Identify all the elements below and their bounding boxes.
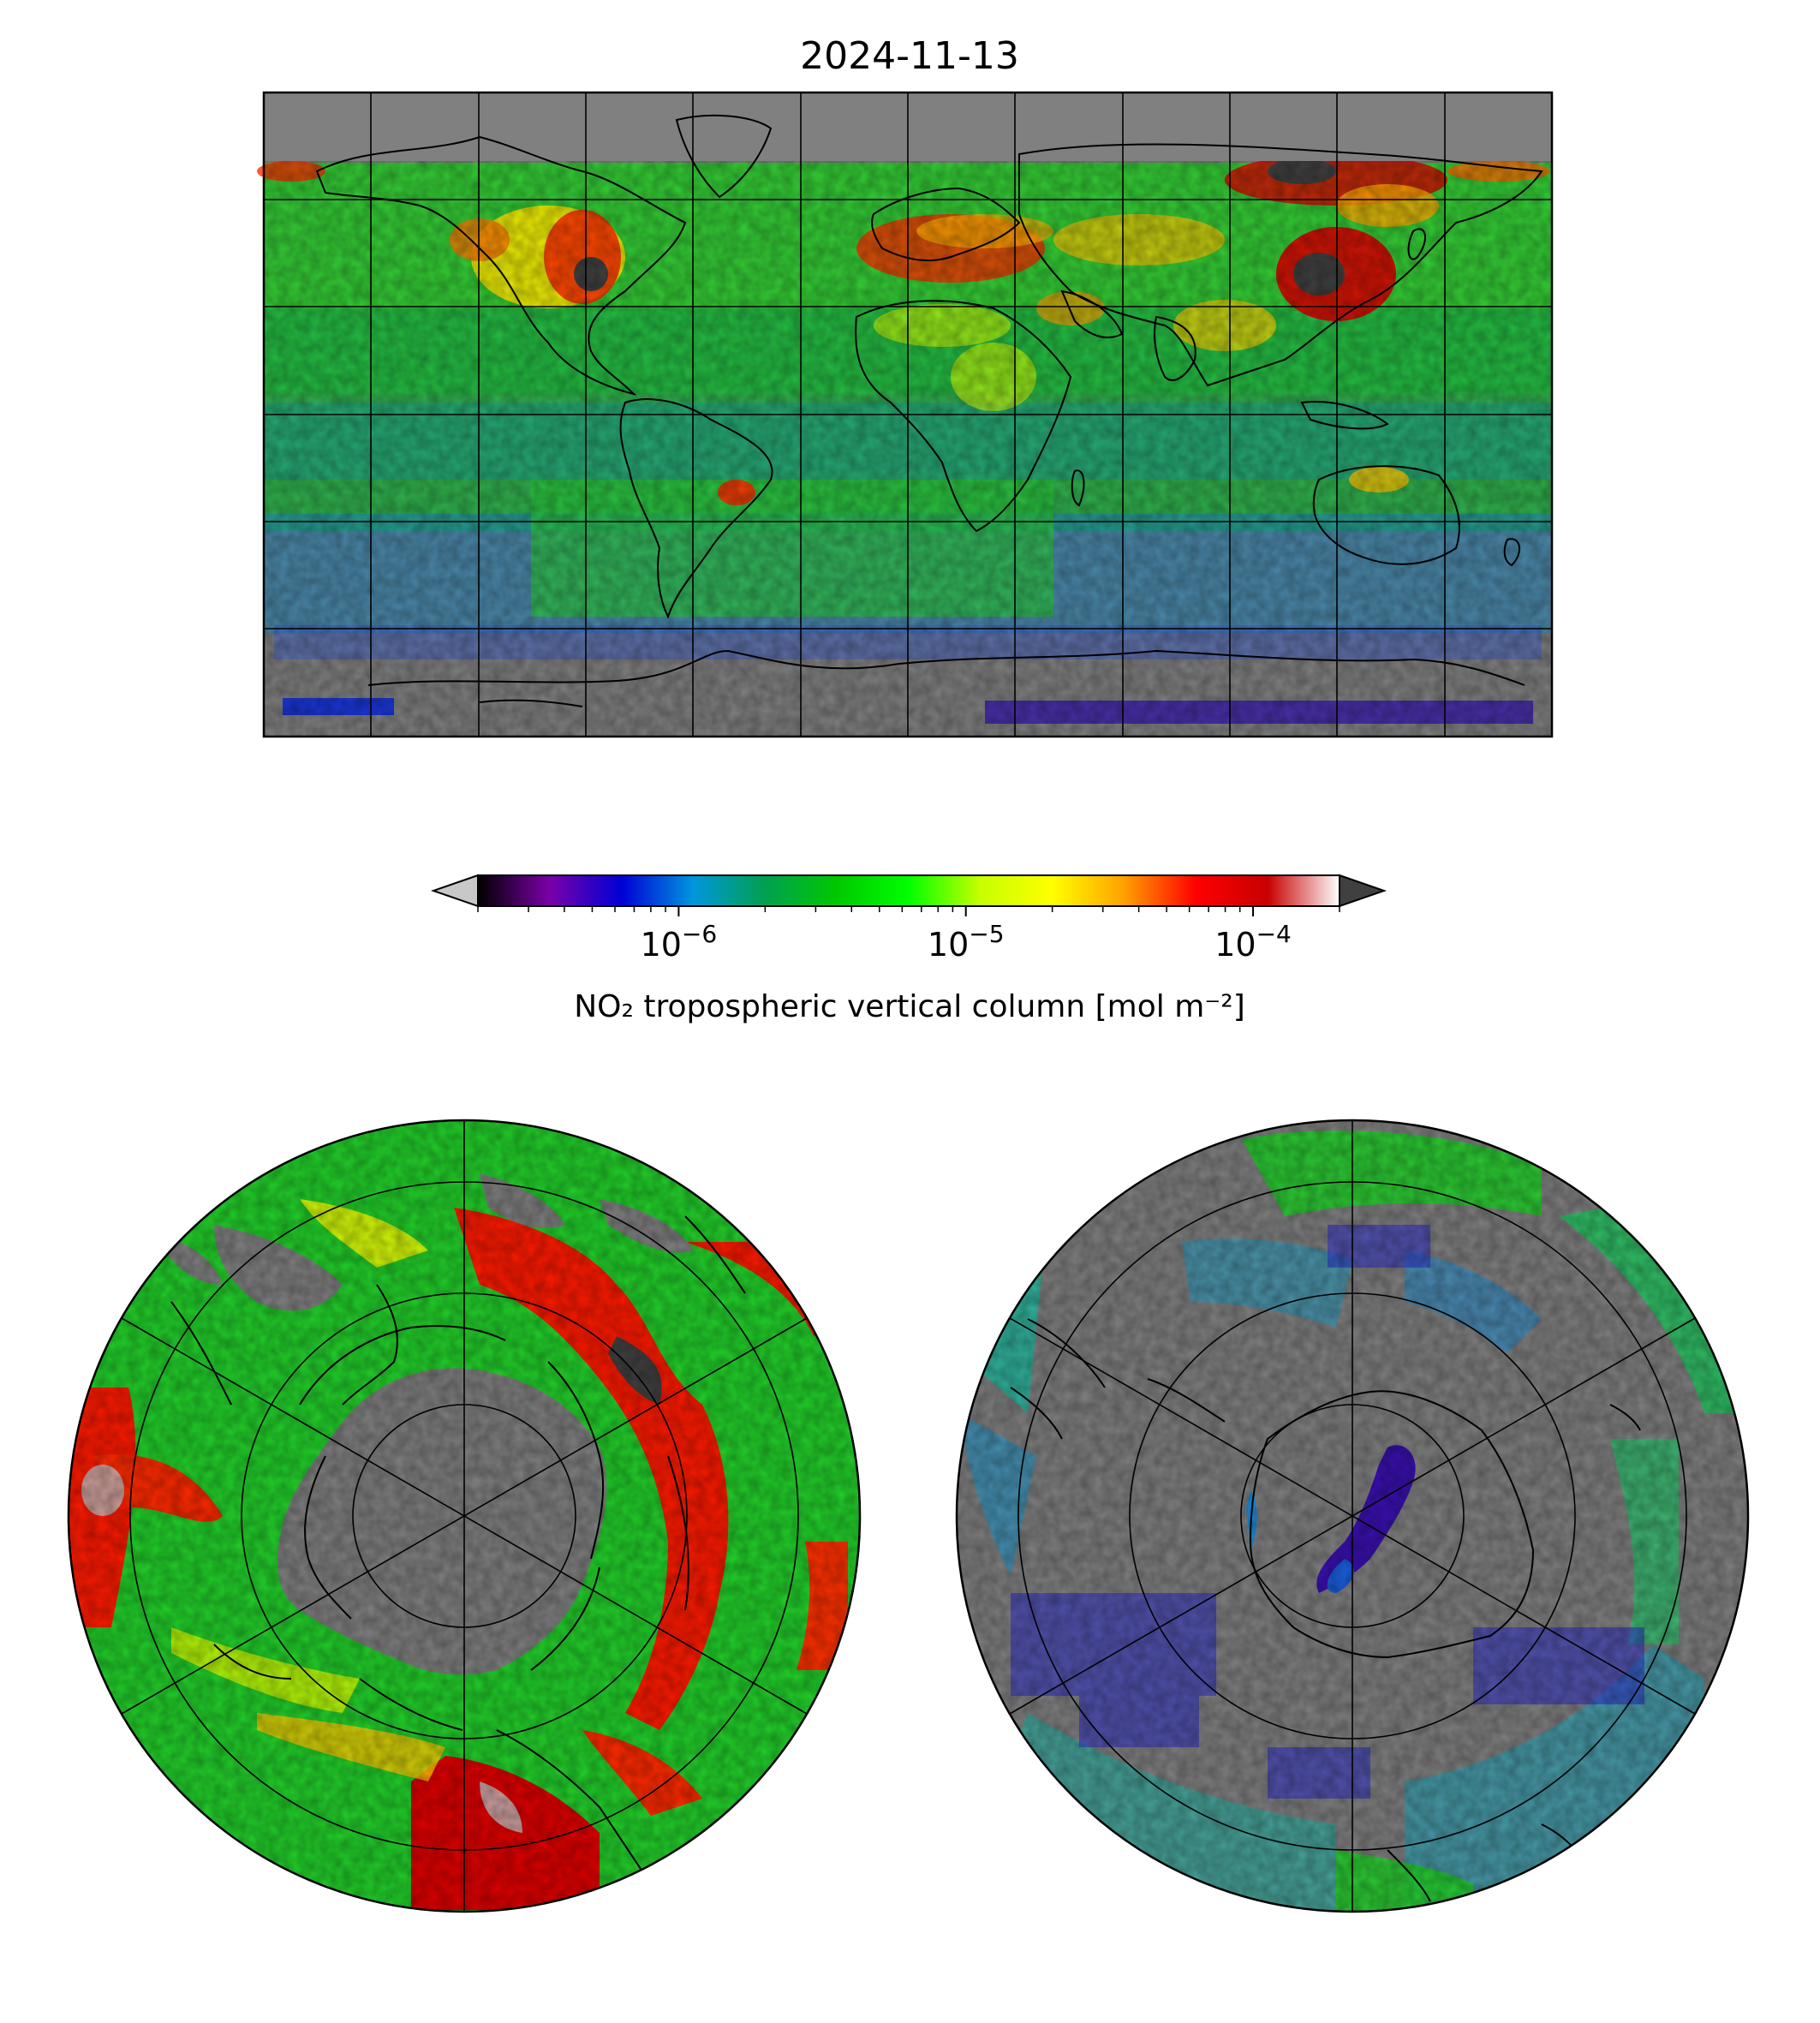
figure-title: 2024-11-13 <box>800 34 1019 78</box>
colorbar-label: NO₂ tropospheric vertical column [mol m⁻… <box>574 989 1245 1024</box>
coastlines <box>315 114 1543 707</box>
global-map <box>257 91 1554 738</box>
colorbar-over-extension <box>1339 874 1387 908</box>
north-graticule <box>121 1120 808 1912</box>
colorbar-tick-exponent: −6 <box>682 920 717 948</box>
colorbar: 10−6 10−5 10−4 NO₂ tropospheric vertical c… <box>430 874 1387 1024</box>
south-coastlines <box>1010 1318 1641 1902</box>
colorbar-tick-exponent: −5 <box>969 920 1004 948</box>
colorbar-tick-base: 10 <box>928 926 969 964</box>
colorbar-tick-base: 10 <box>641 926 682 964</box>
south-polar-map <box>955 1119 1750 1913</box>
colorbar-gradient <box>477 874 1340 907</box>
graticule <box>264 92 1552 737</box>
colorbar-tick-label: 10−5 <box>928 920 1005 964</box>
colorbar-tick-label: 10−6 <box>641 920 718 964</box>
north-polar-map <box>67 1119 862 1913</box>
colorbar-tick-label: 10−4 <box>1214 920 1292 964</box>
colorbar-ticks: 10−6 10−5 10−4 <box>477 906 1340 964</box>
colorbar-tick-exponent: −4 <box>1256 920 1292 948</box>
colorbar-tick-base: 10 <box>1214 926 1256 964</box>
south-graticule <box>1009 1120 1696 1912</box>
colorbar-under-extension <box>430 874 479 908</box>
